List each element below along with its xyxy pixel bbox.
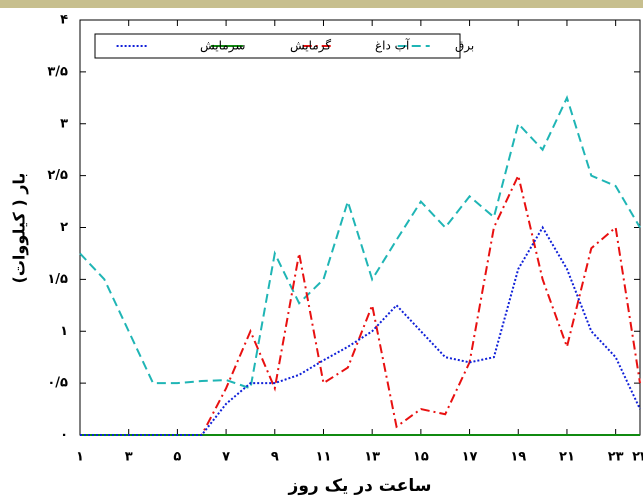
x-tick-label: ۲۱ <box>559 450 575 465</box>
x-tick-label: ۳ <box>125 450 133 465</box>
y-tick-label: ۱/۵ <box>47 272 68 287</box>
top-band <box>0 0 643 8</box>
y-tick-label: ۰ <box>60 428 68 443</box>
x-axis-label: ساعت در یک روز <box>288 476 432 496</box>
x-tick-label: ۷ <box>222 450 230 465</box>
y-tick-label: ۲/۵ <box>47 168 68 183</box>
y-tick-label: ۱ <box>60 324 68 339</box>
x-tick-label: ۹ <box>271 450 279 465</box>
y-tick-label: ۲ <box>60 220 68 235</box>
series-line <box>80 225 641 436</box>
y-axis-label: بار ( کیلووات) <box>10 173 29 284</box>
legend-label: آب داغ <box>375 38 410 53</box>
series-line <box>79 95 641 390</box>
x-tick-label: ۱۵ <box>413 450 429 465</box>
plot-frame <box>79 19 641 436</box>
y-tick-label: ۳ <box>60 116 68 131</box>
series-line <box>80 172 641 436</box>
x-tick-label: ۱ <box>76 450 84 465</box>
legend-label: گرمایش <box>290 39 331 54</box>
x-tick-label: ۲۳ <box>608 450 624 465</box>
legend-label: سرمایش <box>200 39 245 54</box>
y-tick-label: ۳/۵ <box>47 64 68 79</box>
x-tick-label: ۱۷ <box>462 450 478 465</box>
legend-label: برق <box>455 39 474 54</box>
x-tick-label: ۲۴ <box>632 450 643 465</box>
y-tick-label: ۴ <box>60 13 68 28</box>
x-tick-label: ۵ <box>173 450 181 465</box>
x-tick-label: ۱۹ <box>510 450 526 465</box>
x-tick-label: ۱۳ <box>364 450 380 465</box>
y-tick-label: ۰/۵ <box>47 376 68 391</box>
x-tick-label: ۱۱ <box>316 450 332 465</box>
